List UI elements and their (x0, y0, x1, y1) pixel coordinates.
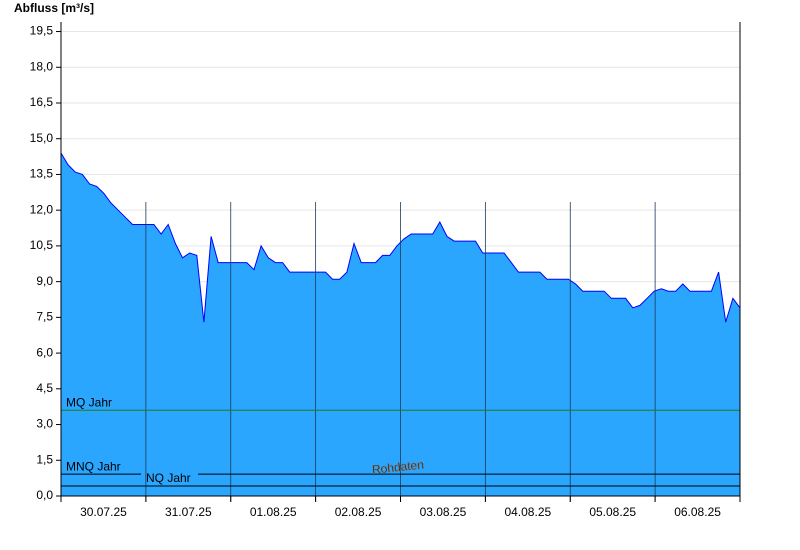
reference-label: NQ Jahr (146, 471, 191, 485)
y-tick-label: 12,0 (30, 202, 54, 216)
reference-label: MQ Jahr (66, 395, 112, 409)
y-tick-label: 4,5 (36, 381, 53, 395)
y-tick-label: 15,0 (30, 131, 54, 145)
y-tick-label: 19,5 (30, 24, 54, 38)
y-tick-label: 10,5 (30, 238, 54, 252)
x-tick-label: 30.07.25 (80, 505, 127, 519)
reference-label: MNQ Jahr (66, 459, 121, 473)
y-tick-label: 18,0 (30, 59, 54, 73)
x-tick-label: 31.07.25 (165, 505, 212, 519)
y-tick-label: 3,0 (36, 417, 53, 431)
y-tick-label: 6,0 (36, 345, 53, 359)
x-tick-label: 05.08.25 (589, 505, 636, 519)
y-tick-label: 0,0 (36, 488, 53, 502)
y-tick-label: 7,5 (36, 310, 53, 324)
watermark: Rohdaten (371, 457, 424, 476)
x-tick-label: 01.08.25 (250, 505, 297, 519)
y-tick-label: 9,0 (36, 274, 53, 288)
x-tick-label: 06.08.25 (674, 505, 721, 519)
y-tick-label: 16,5 (30, 95, 54, 109)
y-tick-label: 1,5 (36, 452, 53, 466)
x-tick-label: 03.08.25 (420, 505, 467, 519)
x-tick-label: 04.08.25 (504, 505, 551, 519)
x-tick-label: 02.08.25 (335, 505, 382, 519)
y-tick-label: 13,5 (30, 167, 54, 181)
y-axis-label: Abfluss [m³/s] (14, 1, 94, 15)
